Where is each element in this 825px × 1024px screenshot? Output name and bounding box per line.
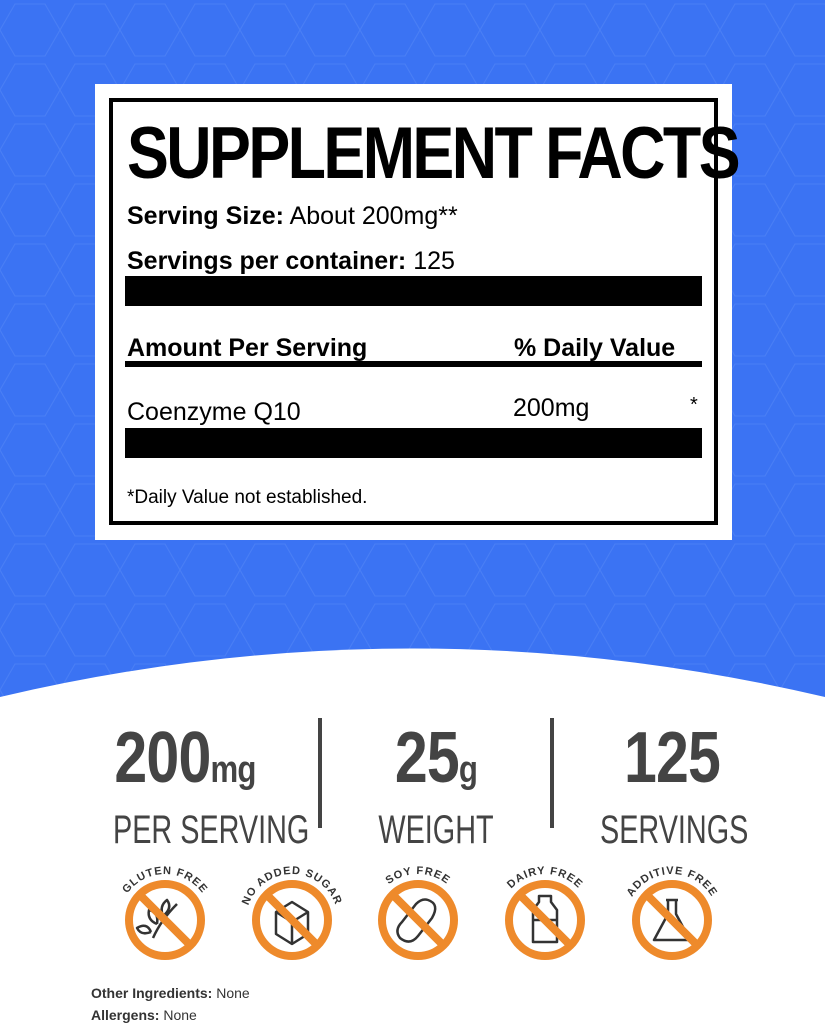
badge-additive-free: ADDITIVE FREE <box>624 865 719 960</box>
prohibited-circle-icon <box>632 880 712 960</box>
dv-header: % Daily Value <box>514 334 676 362</box>
divider-bar <box>125 276 702 306</box>
stat-label: WEIGHT <box>378 808 494 852</box>
prohibited-circle-icon <box>378 880 458 960</box>
soybean-icon <box>396 898 437 943</box>
stat-per-serving: 200mg PER SERVING <box>85 718 310 852</box>
stat-label: PER SERVING <box>113 808 310 852</box>
servings-value: 125 <box>406 247 455 275</box>
serving-size: Serving Size: About 200mg** <box>127 202 458 231</box>
other-value: None <box>212 985 250 1001</box>
servings-label: Servings per container: <box>127 247 407 275</box>
amount-header: Amount Per Serving <box>127 334 368 362</box>
ingredient-dv: * <box>690 394 698 416</box>
stat-value: 25g <box>394 718 478 798</box>
prohibited-slash-icon <box>264 892 320 948</box>
allergens-label: Allergens: <box>91 1007 160 1023</box>
divider-bar <box>125 428 702 458</box>
stats-row: 200mg PER SERVING 25g WEIGHT 125 SERVING… <box>0 718 825 850</box>
supplement-facts-panel: SUPPLEMENT FACTS Serving Size: About 200… <box>95 84 741 540</box>
prohibited-circle-icon <box>125 880 205 960</box>
stat-weight: 25g WEIGHT <box>336 718 536 850</box>
stat-value: 200mg <box>114 718 256 798</box>
badge-no-added-sugar: NO ADDED SUGAR <box>240 865 343 960</box>
divider-rule <box>125 361 702 367</box>
prohibited-slash-icon <box>137 892 193 948</box>
divider <box>318 718 322 828</box>
divider <box>550 718 554 828</box>
wheat-icon <box>135 898 178 939</box>
badge-dairy-free: DAIRY FREE <box>505 865 585 960</box>
prohibited-circle-icon <box>252 880 332 960</box>
ingredient-name: Coenzyme Q10 <box>127 398 301 426</box>
panel-title: SUPPLEMENT FACTS <box>127 113 741 194</box>
stat-value: 125 <box>623 718 721 798</box>
servings-per-container: Servings per container: 125 <box>127 247 455 276</box>
prohibited-slash-icon <box>644 892 700 948</box>
prohibited-circle-icon <box>505 880 585 960</box>
prohibited-slash-icon <box>390 892 446 948</box>
stat-label: SERVINGS <box>600 808 749 852</box>
prohibited-slash-icon <box>517 892 573 948</box>
other-label: Other Ingredients: <box>91 985 213 1001</box>
serving-size-label: Serving Size: <box>127 202 284 230</box>
panel-border: SUPPLEMENT FACTS Serving Size: About 200… <box>109 98 741 525</box>
badge-soy-free: SOY FREE <box>378 865 458 960</box>
ingredient-amount: 200mg <box>513 394 590 422</box>
badges-row: GLUTEN FREE NO ADDED SUGAR SOY FREE DAIR… <box>120 865 719 960</box>
serving-size-value: About 200mg** <box>284 202 458 230</box>
other-ingredients: Other Ingredients: None <box>91 985 250 1001</box>
stat-servings: 125 SERVINGS <box>572 718 772 850</box>
allergens: Allergens: None <box>91 1007 197 1023</box>
badge-gluten-free: GLUTEN FREE <box>120 865 209 960</box>
allergens-value: None <box>159 1007 197 1023</box>
footnote: *Daily Value not established. <box>127 487 368 508</box>
